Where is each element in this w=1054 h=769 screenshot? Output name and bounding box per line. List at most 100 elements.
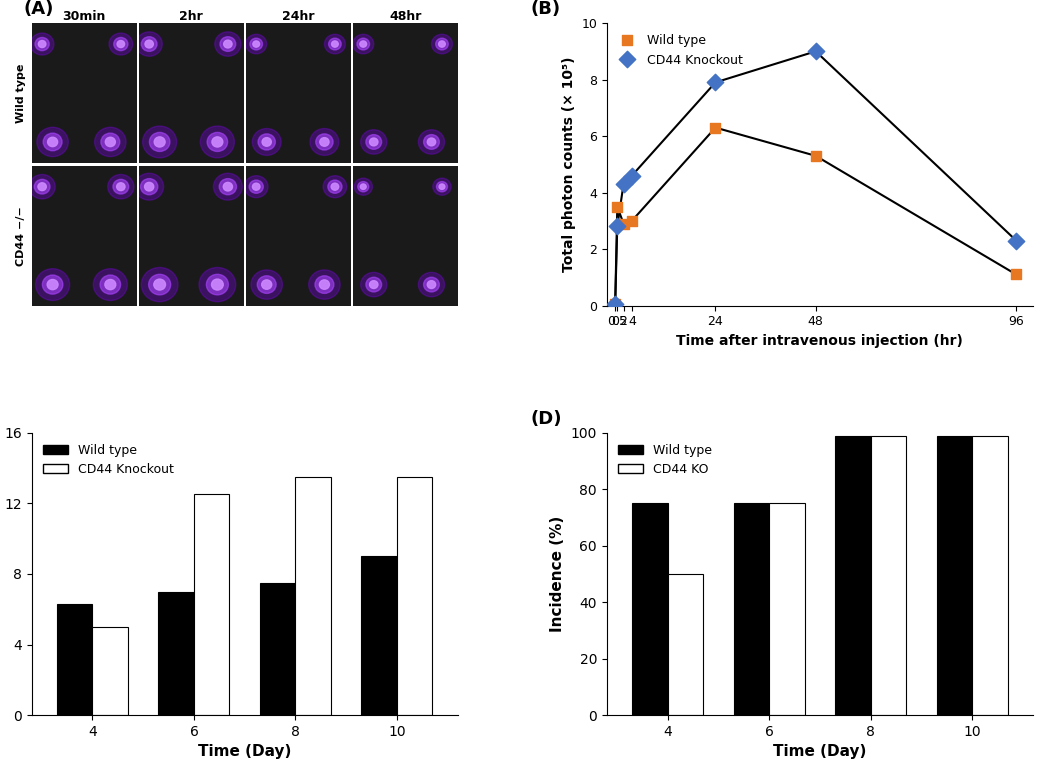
Ellipse shape (207, 275, 229, 295)
Ellipse shape (316, 134, 333, 150)
Ellipse shape (435, 38, 448, 50)
Bar (632, 503, 667, 715)
X-axis label: Time (Day): Time (Day) (198, 744, 291, 760)
Ellipse shape (37, 127, 69, 157)
Ellipse shape (359, 41, 367, 47)
Ellipse shape (214, 173, 242, 200)
Ellipse shape (105, 279, 116, 290)
Ellipse shape (154, 279, 165, 290)
CD44 Knockout (607, 298, 624, 311)
Ellipse shape (325, 35, 346, 54)
Ellipse shape (109, 33, 133, 55)
Ellipse shape (43, 133, 62, 151)
Ellipse shape (431, 35, 452, 54)
Ellipse shape (141, 37, 157, 52)
Y-axis label: Total photon counts (× 10⁵): Total photon counts (× 10⁵) (562, 57, 575, 272)
Ellipse shape (438, 41, 446, 47)
Bar (734, 503, 769, 715)
Ellipse shape (223, 182, 233, 191)
Ellipse shape (36, 268, 70, 301)
Ellipse shape (114, 38, 128, 51)
Ellipse shape (249, 180, 264, 193)
Ellipse shape (370, 138, 378, 146)
Ellipse shape (357, 181, 369, 191)
Wild type (1008, 268, 1024, 281)
Legend: Wild type, CD44 KO: Wild type, CD44 KO (613, 439, 717, 481)
Ellipse shape (245, 175, 268, 198)
Ellipse shape (31, 33, 54, 55)
Ellipse shape (117, 41, 124, 48)
CD44 Knockout (707, 76, 724, 88)
Ellipse shape (309, 270, 340, 299)
Legend: Wild type, CD44 Knockout: Wild type, CD44 Knockout (613, 29, 747, 72)
Ellipse shape (436, 181, 448, 191)
Ellipse shape (418, 130, 445, 154)
Ellipse shape (252, 183, 260, 190)
Bar (769, 503, 804, 715)
Bar (158, 591, 194, 715)
Bar (667, 574, 703, 715)
Ellipse shape (141, 268, 178, 301)
Bar (295, 477, 331, 715)
Bar (937, 435, 972, 715)
Ellipse shape (366, 135, 382, 149)
Bar (972, 435, 1008, 715)
Text: (B): (B) (530, 1, 561, 18)
Ellipse shape (38, 183, 46, 191)
Ellipse shape (42, 275, 63, 294)
Text: (A): (A) (23, 1, 54, 18)
Ellipse shape (215, 32, 241, 56)
Ellipse shape (353, 35, 374, 54)
Ellipse shape (145, 40, 154, 48)
Ellipse shape (427, 138, 435, 146)
Title: 2hr: 2hr (179, 10, 203, 23)
Ellipse shape (93, 268, 128, 301)
Ellipse shape (310, 128, 338, 155)
Ellipse shape (105, 137, 115, 147)
Ellipse shape (149, 275, 171, 295)
Ellipse shape (261, 280, 272, 289)
Y-axis label: Incidence (%): Incidence (%) (550, 516, 565, 632)
CD44 Knockout (616, 178, 632, 190)
Wild type (609, 201, 626, 213)
Ellipse shape (35, 38, 50, 51)
Ellipse shape (47, 279, 58, 290)
Ellipse shape (315, 276, 334, 294)
Ellipse shape (250, 38, 262, 50)
Ellipse shape (253, 41, 259, 47)
Ellipse shape (424, 135, 440, 149)
Ellipse shape (199, 268, 236, 301)
Ellipse shape (38, 41, 46, 48)
Ellipse shape (208, 132, 228, 151)
Ellipse shape (324, 175, 347, 198)
Ellipse shape (140, 178, 158, 195)
Wild type (624, 215, 641, 227)
Ellipse shape (150, 132, 170, 151)
Ellipse shape (257, 276, 276, 294)
Ellipse shape (258, 134, 275, 150)
Ellipse shape (144, 182, 154, 191)
Ellipse shape (357, 38, 370, 50)
Ellipse shape (212, 279, 223, 290)
Ellipse shape (329, 38, 341, 50)
Bar (397, 477, 432, 715)
Ellipse shape (360, 184, 366, 189)
Ellipse shape (142, 126, 177, 158)
Wild type (607, 298, 624, 311)
Ellipse shape (328, 180, 341, 193)
Legend: Wild type, CD44 Knockout: Wild type, CD44 Knockout (38, 439, 179, 481)
Text: (D): (D) (530, 410, 562, 428)
Ellipse shape (331, 183, 338, 190)
Title: 24hr: 24hr (281, 10, 314, 23)
X-axis label: Time after intravenous injection (hr): Time after intravenous injection (hr) (677, 334, 963, 348)
Ellipse shape (440, 184, 445, 189)
Ellipse shape (418, 272, 445, 297)
Bar (362, 556, 397, 715)
Ellipse shape (108, 175, 134, 199)
CD44 Knockout (609, 220, 626, 232)
Ellipse shape (117, 183, 125, 191)
Ellipse shape (30, 175, 55, 199)
Ellipse shape (223, 40, 232, 48)
Ellipse shape (354, 178, 372, 195)
Ellipse shape (370, 281, 378, 288)
